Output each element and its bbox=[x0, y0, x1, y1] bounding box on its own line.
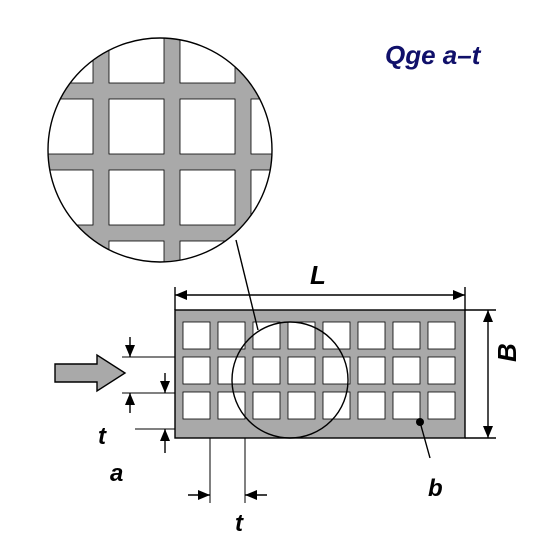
dim-label-t-vertical: t bbox=[98, 423, 106, 451]
diagram-container: { "title": { "text": "Qge a–t", "color":… bbox=[0, 0, 550, 550]
dim-label-b: b bbox=[428, 475, 443, 503]
diagram-title: Qge a–t bbox=[385, 40, 480, 71]
dim-label-a: a bbox=[110, 460, 123, 488]
dim-label-t-horizontal: t bbox=[235, 510, 243, 538]
dim-label-B: B bbox=[492, 343, 523, 362]
dim-label-L: L bbox=[310, 260, 326, 291]
diagram-svg bbox=[0, 0, 550, 550]
